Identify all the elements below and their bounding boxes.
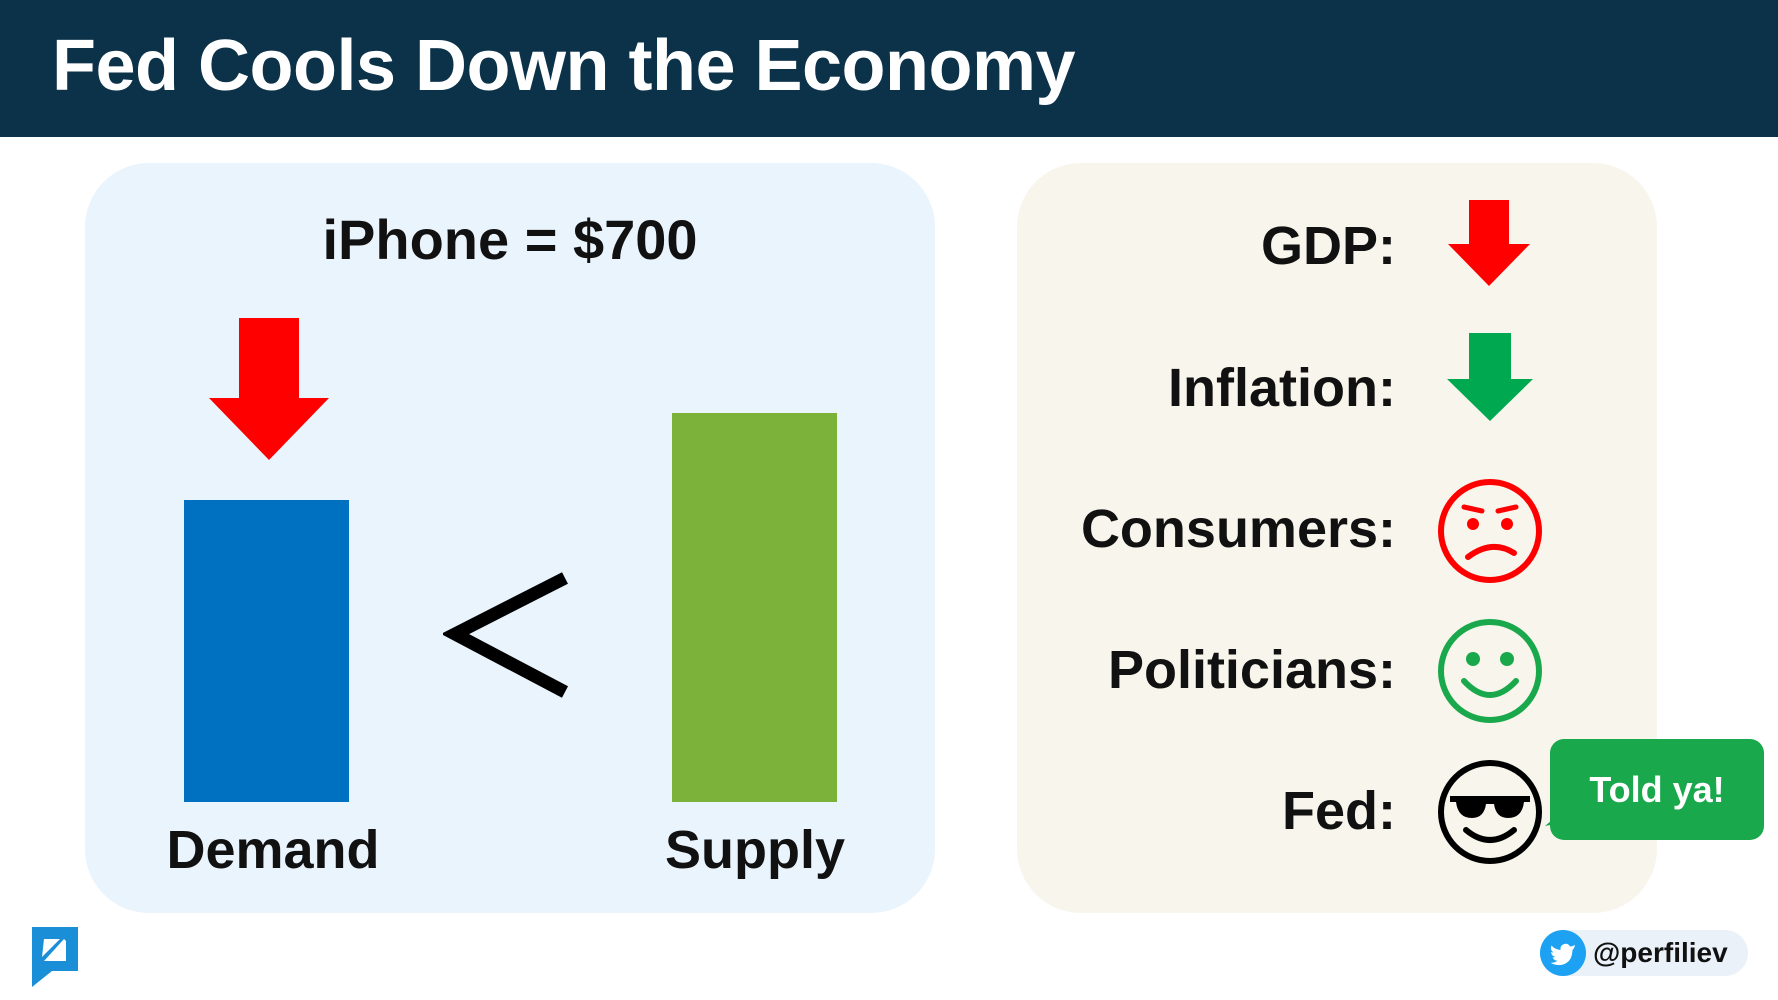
demand-down-arrow-icon [209,318,329,460]
speech-bubble [1550,739,1764,840]
consumers-label: Consumers: [1080,499,1396,559]
supply-bar [672,413,837,802]
inflation-label: Inflation: [1168,358,1396,418]
fed-label: Fed: [1282,781,1396,841]
sunglasses-face-icon [1438,760,1542,864]
demand-label: Demand [166,820,380,880]
less-than-symbol [443,572,569,698]
speech-bubble-text: Told ya! [1589,768,1725,810]
sad-face-icon [1438,479,1542,583]
happy-face-icon [1438,619,1542,723]
page-title: Fed Cools Down the Economy [52,26,1076,106]
gdp-label: GDP: [1261,216,1396,276]
supply-label: Supply [664,820,845,880]
price-label: iPhone = $700 [322,208,698,271]
social-handle[interactable]: @perfiliev [1593,937,1728,968]
header-bar [0,0,1778,137]
inflation-down-arrow-icon [1447,333,1533,421]
politicians-label: Politicians: [1107,640,1396,700]
gdp-down-arrow-icon [1448,200,1530,286]
demand-bar [184,500,349,802]
twitter-icon[interactable] [1540,930,1586,976]
brand-logo-icon [32,927,78,987]
